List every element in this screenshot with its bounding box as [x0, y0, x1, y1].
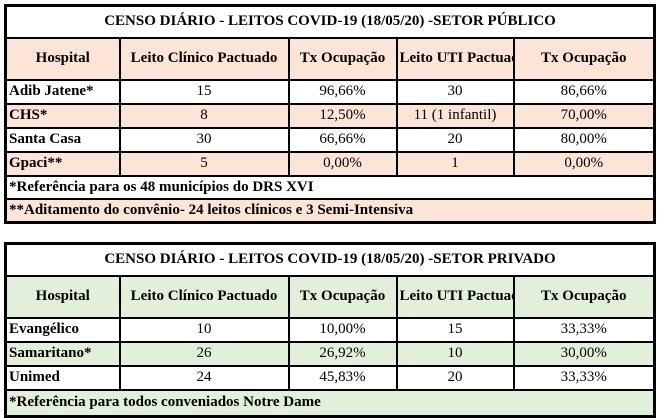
hospital-cell: Evangélico — [4, 317, 121, 343]
leito-uti-cell: 15 — [395, 317, 515, 343]
leito-clinico-cell: 15 — [118, 79, 290, 105]
tx-ocupacao-clinico-cell: 12,50% — [287, 103, 398, 129]
tables-gap — [4, 224, 653, 242]
private-table-title: CENSO DIÁRIO - LEITOS COVID-19 (18/05/20… — [4, 242, 656, 277]
col-header-tx-ocupacao-clinico: Tx Ocupação — [287, 275, 398, 319]
leito-uti-cell: 20 — [395, 365, 515, 391]
table-row: Santa Casa 30 66,66% 20 80,00% — [4, 127, 656, 153]
footnote: **Aditamento do convênio- 24 leitos clín… — [4, 198, 656, 224]
footnote-row: *Referência para todos conveniados Notre… — [4, 389, 656, 418]
tx-ocupacao-clinico-cell: 10,00% — [287, 317, 398, 343]
tx-ocupacao-clinico-cell: 96,66% — [287, 79, 398, 105]
col-header-tx-ocupacao-uti: Tx Ocupação — [512, 37, 656, 81]
table-row: CHS* 8 12,50% 11 (1 infantil) 70,00% — [4, 103, 656, 129]
hospital-cell: Gpaci** — [4, 151, 121, 177]
table-row: Evangélico 10 10,00% 15 33,33% — [4, 317, 656, 343]
tx-ocupacao-clinico-cell: 0,00% — [287, 151, 398, 177]
col-header-hospital: Hospital — [4, 37, 121, 81]
tx-ocupacao-uti-cell: 33,33% — [512, 365, 656, 391]
table-row: Gpaci** 5 0,00% 1 0,00% — [4, 151, 656, 177]
leito-uti-cell: 30 — [395, 79, 515, 105]
col-header-hospital: Hospital — [4, 275, 121, 319]
col-header-tx-ocupacao-uti: Tx Ocupação — [512, 275, 656, 319]
tx-ocupacao-uti-cell: 80,00% — [512, 127, 656, 153]
col-header-leito-uti: Leito UTI Pactuado — [395, 37, 515, 81]
tx-ocupacao-uti-cell: 86,66% — [512, 79, 656, 105]
header-row: Hospital Leito Clínico Pactuado Tx Ocupa… — [4, 37, 656, 81]
footnote: *Referência para os 48 municípios do DRS… — [4, 175, 656, 200]
leito-clinico-cell: 8 — [118, 103, 290, 129]
leito-clinico-cell: 26 — [118, 341, 290, 367]
hospital-cell: CHS* — [4, 103, 121, 129]
table-row: Adib Jatene* 15 96,66% 30 86,66% — [4, 79, 656, 105]
tx-ocupacao-clinico-cell: 45,83% — [287, 365, 398, 391]
tx-ocupacao-clinico-cell: 26,92% — [287, 341, 398, 367]
table-row: Samaritano* 26 26,92% 10 30,00% — [4, 341, 656, 367]
col-header-leito-clinico: Leito Clínico Pactuado — [118, 275, 290, 319]
leito-uti-cell: 10 — [395, 341, 515, 367]
leito-uti-cell: 1 — [395, 151, 515, 177]
leito-clinico-cell: 10 — [118, 317, 290, 343]
tx-ocupacao-clinico-cell: 66,66% — [287, 127, 398, 153]
footnote: *Referência para todos conveniados Notre… — [4, 389, 656, 418]
footnote-row: *Referência para os 48 municípios do DRS… — [4, 175, 656, 200]
private-sector-table: CENSO DIÁRIO - LEITOS COVID-19 (18/05/20… — [4, 242, 656, 418]
leito-uti-cell: 11 (1 infantil) — [395, 103, 515, 129]
col-header-leito-clinico: Leito Clínico Pactuado — [118, 37, 290, 81]
tx-ocupacao-uti-cell: 33,33% — [512, 317, 656, 343]
table-title-row: CENSO DIÁRIO - LEITOS COVID-19 (18/05/20… — [4, 242, 656, 277]
header-row: Hospital Leito Clínico Pactuado Tx Ocupa… — [4, 275, 656, 319]
col-header-leito-uti: Leito UTI Pactuado — [395, 275, 515, 319]
table-title-row: CENSO DIÁRIO - LEITOS COVID-19 (18/05/20… — [4, 4, 656, 39]
footnote-row: **Aditamento do convênio- 24 leitos clín… — [4, 198, 656, 224]
leito-clinico-cell: 30 — [118, 127, 290, 153]
public-sector-table: CENSO DIÁRIO - LEITOS COVID-19 (18/05/20… — [4, 4, 657, 224]
public-table-title: CENSO DIÁRIO - LEITOS COVID-19 (18/05/20… — [4, 4, 656, 39]
tx-ocupacao-uti-cell: 70,00% — [512, 103, 656, 129]
hospital-cell: Unimed — [4, 365, 121, 391]
tx-ocupacao-uti-cell: 30,00% — [512, 341, 656, 367]
leito-clinico-cell: 24 — [118, 365, 290, 391]
col-header-tx-ocupacao-clinico: Tx Ocupação — [287, 37, 398, 81]
tx-ocupacao-uti-cell: 0,00% — [512, 151, 656, 177]
hospital-cell: Santa Casa — [4, 127, 121, 153]
leito-clinico-cell: 5 — [118, 151, 290, 177]
hospital-cell: Adib Jatene* — [4, 79, 121, 105]
table-row: Unimed 24 45,83% 20 33,33% — [4, 365, 656, 391]
leito-uti-cell: 20 — [395, 127, 515, 153]
hospital-cell: Samaritano* — [4, 341, 121, 367]
